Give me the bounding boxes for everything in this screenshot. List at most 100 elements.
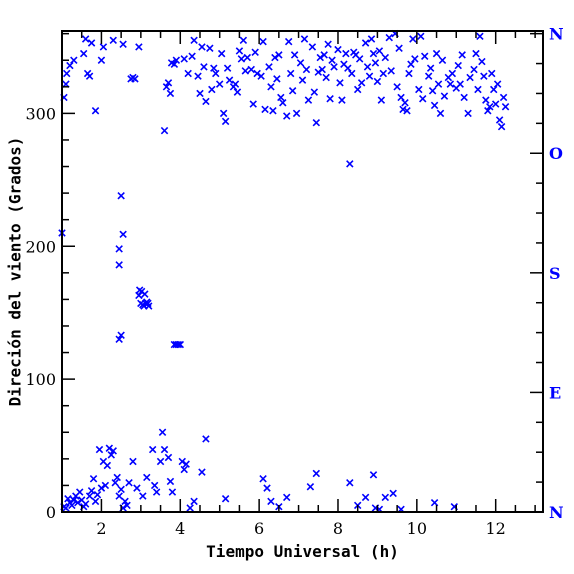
data-point: [115, 245, 123, 253]
data-point: [95, 445, 104, 454]
data-point: [265, 63, 273, 71]
data-point: [79, 49, 88, 58]
data-point: [415, 85, 423, 94]
data-point: [62, 80, 70, 88]
data-point: [170, 60, 179, 68]
data-point: [405, 69, 413, 78]
data-point: [166, 89, 175, 98]
data-point: [424, 72, 433, 80]
data-point: [275, 51, 283, 59]
data-point: [267, 83, 275, 91]
data-point: [338, 96, 346, 104]
data-point: [438, 56, 447, 64]
data-point: [273, 75, 281, 83]
data-point: [310, 88, 319, 96]
data-point: [478, 57, 486, 66]
data-point: [263, 484, 271, 492]
data-point: [346, 479, 354, 487]
y-tick-label: 200: [25, 237, 56, 256]
data-point: [198, 468, 206, 476]
data-point: [312, 469, 321, 478]
data-point: [420, 52, 429, 60]
data-point: [432, 49, 441, 58]
data-point: [174, 340, 183, 349]
data-point: [456, 80, 464, 88]
data-point: [472, 49, 480, 58]
data-point: [292, 109, 301, 118]
data-point: [221, 494, 230, 503]
data-point: [434, 80, 443, 88]
data-point: [91, 106, 100, 115]
data-point: [239, 36, 248, 45]
data-point: [208, 85, 216, 94]
data-point: [407, 60, 415, 68]
data-point: [64, 494, 72, 503]
data-point: [430, 101, 439, 110]
data-point: [346, 160, 354, 168]
data-point: [375, 47, 384, 55]
data-point: [119, 230, 127, 239]
data-point: [389, 489, 397, 498]
data-point: [243, 53, 252, 62]
data-point: [196, 89, 204, 98]
data-point: [81, 35, 90, 43]
data-point: [235, 47, 244, 55]
data-point: [497, 122, 506, 131]
data-point: [87, 487, 96, 495]
data-point: [111, 479, 119, 487]
data-point: [172, 56, 181, 64]
data-point: [182, 460, 190, 468]
data-point: [501, 103, 510, 111]
x-tick-label: 8: [333, 519, 343, 538]
data-point: [357, 79, 366, 87]
data-point: [176, 340, 185, 349]
data-point: [342, 49, 350, 58]
data-point: [184, 69, 192, 78]
data-point: [225, 76, 234, 84]
data-point: [115, 261, 123, 269]
data-point: [344, 64, 352, 72]
data-point: [328, 56, 336, 64]
data-point: [180, 55, 188, 63]
data-point: [426, 64, 435, 72]
data-point: [282, 112, 291, 120]
data-point: [206, 44, 214, 53]
data-point: [448, 69, 457, 78]
data-point: [261, 105, 269, 114]
data-point: [87, 39, 96, 47]
data-point: [334, 45, 342, 54]
compass-label: O: [549, 144, 563, 163]
data-point: [217, 49, 226, 58]
y-tick-label: 0: [46, 503, 56, 522]
data-point: [103, 461, 112, 470]
data-point: [212, 69, 220, 78]
data-point: [148, 445, 157, 454]
data-point: [202, 435, 210, 443]
data-point: [488, 69, 496, 78]
data-point: [164, 79, 173, 87]
data-point: [101, 481, 110, 490]
data-point: [290, 51, 299, 59]
data-point: [152, 488, 161, 496]
data-point: [70, 56, 78, 64]
data-point: [369, 49, 378, 58]
data-point: [409, 35, 417, 43]
data-point: [470, 65, 478, 74]
data-point: [259, 37, 267, 46]
data-point: [231, 80, 240, 88]
data-point: [302, 65, 311, 74]
data-point: [491, 100, 500, 108]
data-point: [139, 492, 147, 500]
y-tick-label: 300: [25, 104, 56, 123]
data-point: [269, 106, 277, 115]
data-point: [76, 488, 84, 496]
data-point: [489, 85, 498, 94]
data-point: [279, 99, 287, 107]
data-point: [135, 43, 143, 51]
data-point: [109, 447, 117, 455]
data-points: [58, 29, 510, 514]
data-point: [202, 97, 210, 106]
data-point: [115, 335, 123, 343]
data-point: [97, 56, 106, 64]
data-point: [251, 48, 259, 56]
